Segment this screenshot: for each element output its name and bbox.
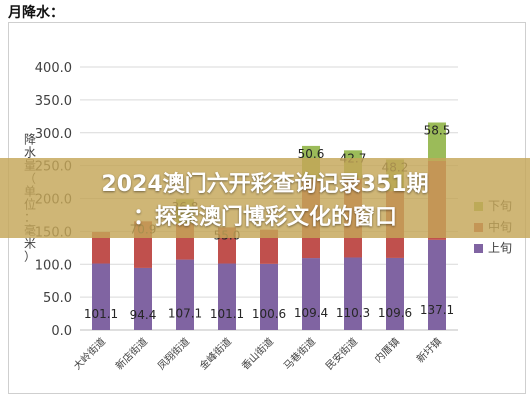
x-tick-label: 新圩镇 — [414, 335, 444, 365]
bar-上旬 — [344, 257, 362, 330]
bar-上旬 — [428, 239, 446, 330]
page-heading: 月降水： — [8, 5, 64, 21]
y-tick-label: 300.0 — [35, 127, 72, 142]
x-tick-label: 马巷街道 — [281, 335, 318, 372]
legend-label: 上旬 — [488, 241, 512, 255]
x-tick-label: 凤翔街道 — [155, 335, 192, 372]
bar-中旬 — [260, 229, 278, 264]
y-tick-label: 0.0 — [51, 324, 72, 339]
bar-上旬 — [386, 257, 404, 330]
data-label: 50.6 — [298, 147, 325, 161]
data-label: 101.1 — [210, 307, 244, 321]
bar-上旬 — [92, 263, 110, 330]
x-tick-label: 大岭街道 — [71, 335, 108, 372]
data-label: 109.6 — [378, 306, 412, 320]
bar-下旬 — [428, 122, 446, 161]
bar-上旬 — [176, 259, 194, 330]
x-tick-label: 金峰街道 — [197, 335, 234, 372]
bar-上旬 — [218, 263, 236, 330]
bar-上旬 — [260, 263, 278, 330]
data-label: 101.1 — [84, 307, 118, 321]
y-tick-label: 400.0 — [35, 61, 72, 76]
data-label: 137.1 — [420, 303, 454, 317]
bar-中旬 — [92, 231, 110, 264]
banner-line-2: ：探索澳门博彩文化的窗口 — [132, 205, 397, 230]
data-label: 58.5 — [424, 123, 451, 137]
data-label: 94.4 — [130, 308, 157, 322]
bar-上旬 — [134, 267, 152, 330]
data-label: 107.1 — [168, 306, 202, 320]
overlay-banner — [0, 158, 530, 238]
legend-swatch — [474, 244, 483, 253]
banner-line-1: 2024澳门六开彩查询记录351期 — [101, 172, 429, 197]
bar-上旬 — [302, 258, 320, 330]
x-tick-label: 内厝镇 — [372, 335, 402, 365]
x-tick-label: 香山街道 — [239, 335, 276, 372]
y-tick-label: 100.0 — [35, 258, 72, 273]
data-label: 109.4 — [294, 306, 328, 320]
data-label: 110.3 — [336, 306, 370, 320]
y-tick-label: 50.0 — [43, 291, 72, 306]
x-tick-label: 新店街道 — [113, 335, 150, 372]
data-label: 100.6 — [252, 307, 286, 321]
x-tick-label: 民安街道 — [323, 335, 360, 372]
y-tick-label: 350.0 — [35, 94, 72, 109]
